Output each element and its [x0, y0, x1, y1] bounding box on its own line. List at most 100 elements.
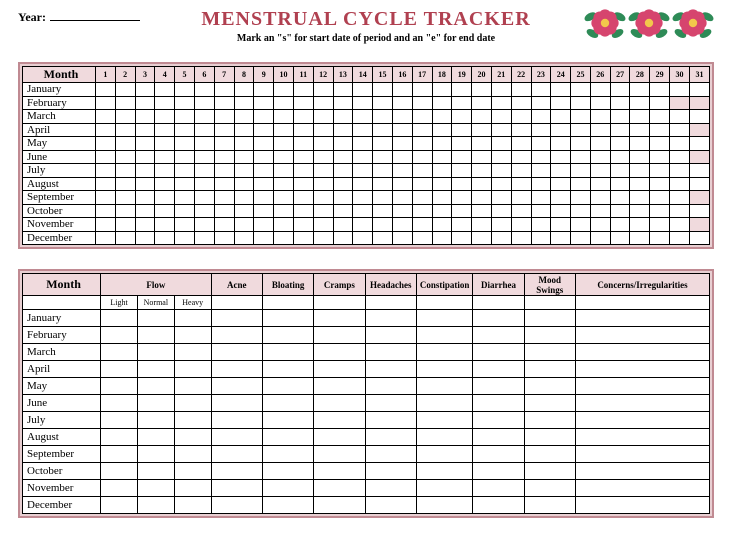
- symptom-cell[interactable]: [101, 395, 138, 412]
- symptom-cell[interactable]: [416, 446, 472, 463]
- symptom-cell[interactable]: [524, 497, 575, 514]
- day-cell[interactable]: [333, 218, 353, 232]
- symptom-cell[interactable]: [416, 378, 472, 395]
- day-cell[interactable]: [650, 137, 670, 151]
- day-cell[interactable]: [313, 150, 333, 164]
- day-cell[interactable]: [254, 164, 274, 178]
- day-cell[interactable]: [373, 204, 393, 218]
- day-cell[interactable]: [531, 204, 551, 218]
- symptom-cell[interactable]: [314, 412, 365, 429]
- day-cell[interactable]: [689, 204, 709, 218]
- symptom-cell[interactable]: [575, 463, 709, 480]
- symptom-cell[interactable]: [575, 446, 709, 463]
- day-cell[interactable]: [571, 177, 591, 191]
- symptom-cell[interactable]: [575, 497, 709, 514]
- day-cell[interactable]: [313, 231, 333, 245]
- symptom-cell[interactable]: [101, 497, 138, 514]
- day-cell[interactable]: [392, 137, 412, 151]
- symptom-cell[interactable]: [314, 446, 365, 463]
- day-cell[interactable]: [353, 83, 373, 97]
- day-cell[interactable]: [432, 177, 452, 191]
- day-cell[interactable]: [610, 218, 630, 232]
- day-cell[interactable]: [115, 110, 135, 124]
- day-cell[interactable]: [472, 83, 492, 97]
- day-cell[interactable]: [234, 231, 254, 245]
- day-cell[interactable]: [571, 150, 591, 164]
- day-cell[interactable]: [234, 96, 254, 110]
- day-cell[interactable]: [452, 218, 472, 232]
- day-cell[interactable]: [571, 110, 591, 124]
- day-cell[interactable]: [293, 177, 313, 191]
- day-cell[interactable]: [194, 164, 214, 178]
- day-cell[interactable]: [274, 123, 294, 137]
- day-cell[interactable]: [531, 83, 551, 97]
- day-cell[interactable]: [689, 110, 709, 124]
- day-cell[interactable]: [571, 231, 591, 245]
- symptom-cell[interactable]: [524, 378, 575, 395]
- day-cell[interactable]: [135, 231, 155, 245]
- day-cell[interactable]: [313, 218, 333, 232]
- day-cell[interactable]: [412, 164, 432, 178]
- symptom-cell[interactable]: [416, 327, 472, 344]
- symptom-cell[interactable]: [473, 344, 524, 361]
- symptom-cell[interactable]: [473, 395, 524, 412]
- day-cell[interactable]: [135, 218, 155, 232]
- day-cell[interactable]: [571, 96, 591, 110]
- symptom-cell[interactable]: [101, 412, 138, 429]
- day-cell[interactable]: [95, 164, 115, 178]
- day-cell[interactable]: [432, 164, 452, 178]
- symptom-cell[interactable]: [137, 310, 174, 327]
- day-cell[interactable]: [254, 150, 274, 164]
- day-cell[interactable]: [155, 231, 175, 245]
- day-cell[interactable]: [214, 150, 234, 164]
- day-cell[interactable]: [214, 83, 234, 97]
- day-cell[interactable]: [194, 110, 214, 124]
- symptom-cell[interactable]: [416, 480, 472, 497]
- day-cell[interactable]: [353, 150, 373, 164]
- day-cell[interactable]: [689, 137, 709, 151]
- day-cell[interactable]: [274, 191, 294, 205]
- day-cell[interactable]: [274, 231, 294, 245]
- symptom-cell[interactable]: [101, 361, 138, 378]
- symptom-cell[interactable]: [473, 412, 524, 429]
- symptom-cell[interactable]: [174, 463, 211, 480]
- symptom-cell[interactable]: [365, 480, 416, 497]
- symptom-cell[interactable]: [524, 395, 575, 412]
- day-cell[interactable]: [551, 231, 571, 245]
- day-cell[interactable]: [214, 164, 234, 178]
- day-cell[interactable]: [511, 150, 531, 164]
- day-cell[interactable]: [115, 231, 135, 245]
- day-cell[interactable]: [551, 204, 571, 218]
- day-cell[interactable]: [432, 191, 452, 205]
- day-cell[interactable]: [689, 177, 709, 191]
- symptom-cell[interactable]: [365, 344, 416, 361]
- day-cell[interactable]: [214, 177, 234, 191]
- day-cell[interactable]: [610, 150, 630, 164]
- day-cell[interactable]: [531, 123, 551, 137]
- day-cell[interactable]: [551, 96, 571, 110]
- symptom-cell[interactable]: [365, 378, 416, 395]
- day-cell[interactable]: [115, 123, 135, 137]
- day-cell[interactable]: [392, 123, 412, 137]
- day-cell[interactable]: [175, 218, 195, 232]
- symptom-cell[interactable]: [524, 327, 575, 344]
- day-cell[interactable]: [353, 123, 373, 137]
- day-cell[interactable]: [630, 218, 650, 232]
- day-cell[interactable]: [590, 123, 610, 137]
- day-cell[interactable]: [194, 123, 214, 137]
- day-cell[interactable]: [194, 218, 214, 232]
- day-cell[interactable]: [95, 96, 115, 110]
- day-cell[interactable]: [630, 191, 650, 205]
- symptom-cell[interactable]: [174, 361, 211, 378]
- day-cell[interactable]: [491, 231, 511, 245]
- day-cell[interactable]: [472, 177, 492, 191]
- day-cell[interactable]: [531, 110, 551, 124]
- symptom-cell[interactable]: [416, 310, 472, 327]
- day-cell[interactable]: [610, 137, 630, 151]
- day-cell[interactable]: [650, 218, 670, 232]
- day-cell[interactable]: [650, 191, 670, 205]
- day-cell[interactable]: [115, 150, 135, 164]
- symptom-cell[interactable]: [211, 378, 262, 395]
- day-cell[interactable]: [135, 191, 155, 205]
- day-cell[interactable]: [670, 204, 690, 218]
